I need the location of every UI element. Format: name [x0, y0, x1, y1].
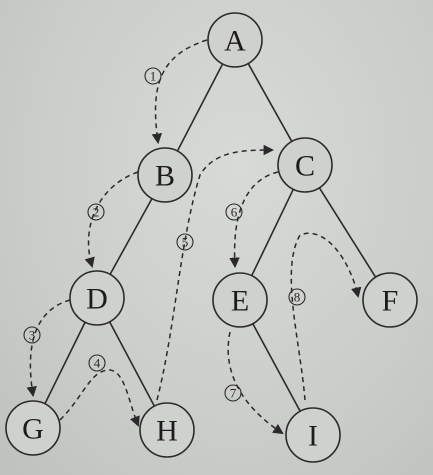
step-number-label: 6: [231, 205, 238, 220]
node-label: I: [308, 420, 318, 453]
traversal-step-6: 6: [225, 171, 279, 269]
edge-C-F: [318, 187, 377, 278]
tree-node-E: E: [212, 272, 268, 328]
node-label: E: [231, 285, 249, 318]
tree-node-H: H: [139, 402, 195, 458]
tree-node-A: A: [207, 12, 263, 68]
node-circle: [69, 270, 125, 326]
traversal-step-4: 4: [59, 354, 140, 427]
node-circle: [207, 12, 263, 68]
tree-nodes: A B C D E F G H I: [5, 12, 418, 463]
step-number-label: 5: [182, 235, 189, 250]
edge-D-G: [44, 321, 86, 405]
step-number-badge: [144, 67, 162, 85]
node-label: G: [22, 413, 44, 446]
traversal-arrow-G-H: [59, 369, 140, 427]
node-label: F: [382, 285, 399, 318]
edge-B-D: [109, 198, 153, 275]
step-number-badge: [288, 288, 306, 306]
node-label: D: [86, 283, 108, 316]
step-number-label: 7: [230, 386, 237, 401]
tree-node-B: B: [137, 147, 193, 203]
traversal-arrow-D-G: [26, 299, 71, 398]
edge-E-I: [252, 323, 301, 412]
traversal-arrow-I-F: [290, 232, 362, 401]
step-number-label: 1: [150, 69, 157, 84]
node-circle: [285, 407, 341, 463]
tree-edges: [44, 63, 377, 412]
node-circle: [139, 402, 195, 458]
traversal-arrows: 1 2 3 4 5 6 7 8: [23, 39, 362, 435]
node-label: A: [224, 25, 246, 58]
node-circle: [362, 272, 418, 328]
tree-node-I: I: [285, 407, 341, 463]
traversal-arrow-H-C: [156, 144, 275, 401]
edge-A-C: [247, 63, 293, 142]
step-number-badge: [23, 326, 41, 344]
traversal-arrow-C-E: [229, 171, 279, 269]
node-circle: [212, 272, 268, 328]
step-number-label: 2: [93, 205, 100, 220]
node-label: H: [156, 415, 178, 448]
traversal-step-2: 2: [84, 171, 139, 269]
step-number-badge: [87, 203, 105, 221]
edge-D-H: [108, 321, 156, 407]
edge-A-B: [176, 63, 224, 152]
traversal-step-1: 1: [144, 39, 208, 145]
traversal-step-7: 7: [224, 331, 284, 435]
step-number-badge: [88, 354, 106, 372]
node-circle: [277, 137, 333, 193]
node-label: C: [295, 150, 315, 183]
step-number-label: 4: [94, 356, 101, 371]
traversal-arrow-A-B: [151, 39, 208, 145]
step-number-badge: [225, 203, 243, 221]
edge-C-E: [250, 188, 295, 277]
traversal-step-5: 5: [156, 144, 275, 401]
node-circle: [5, 400, 61, 456]
traversal-step-8: 8: [288, 232, 362, 401]
node-circle: [137, 147, 193, 203]
step-number-label: 8: [294, 290, 301, 305]
tree-node-C: C: [277, 137, 333, 193]
step-number-badge: [176, 233, 194, 251]
traversal-arrow-B-D: [84, 171, 139, 269]
step-number-label: 3: [29, 328, 36, 343]
node-label: B: [155, 160, 175, 193]
step-number-badge: [224, 384, 242, 402]
traversal-arrow-E-I: [227, 331, 284, 435]
tree-node-F: F: [362, 272, 418, 328]
tree-node-D: D: [69, 270, 125, 326]
tree-node-G: G: [5, 400, 61, 456]
traversal-step-3: 3: [23, 299, 71, 398]
